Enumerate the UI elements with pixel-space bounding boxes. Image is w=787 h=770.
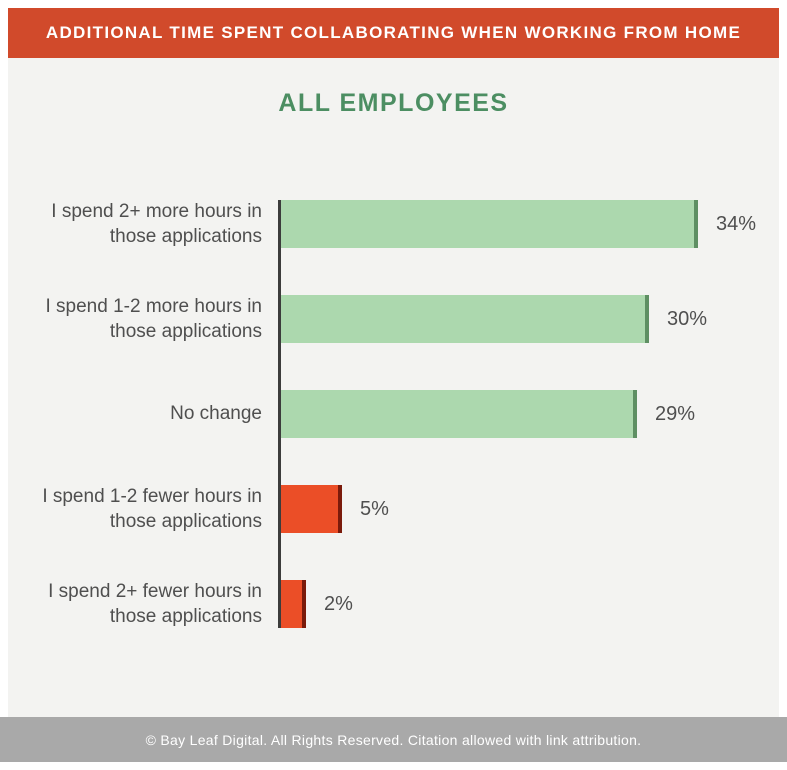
category-label: I spend 2+ fewer hours in those applicat…	[48, 580, 262, 627]
copyright-text: © Bay Leaf Digital. All Rights Reserved.…	[145, 731, 642, 748]
category-label: I spend 2+ more hours in those applicati…	[51, 200, 262, 247]
y-axis-line	[278, 200, 281, 628]
footer: © Bay Leaf Digital. All Rights Reserved.…	[0, 717, 787, 762]
chart-subtitle: ALL EMPLOYEES	[278, 89, 509, 117]
page-title: ADDITIONAL TIME SPENT COLLABORATING WHEN…	[45, 23, 742, 42]
bar	[281, 295, 649, 343]
category-label: No change	[170, 403, 262, 425]
chart-panel: ALL EMPLOYEES I spend 2+ more hours in t…	[8, 58, 779, 717]
value-label: 2%	[324, 592, 353, 615]
header-banner: ADDITIONAL TIME SPENT COLLABORATING WHEN…	[8, 8, 779, 58]
bar-track: 2%	[281, 580, 779, 628]
category-label: I spend 1-2 more hours in those applicat…	[45, 295, 262, 342]
chart-row: No change 29%	[8, 390, 779, 438]
chart-row: I spend 2+ more hours in those applicati…	[8, 200, 779, 248]
bar-chart: I spend 2+ more hours in those applicati…	[8, 200, 779, 628]
category-label: I spend 1-2 fewer hours in those applica…	[42, 485, 262, 532]
chart-row: I spend 1-2 fewer hours in those applica…	[8, 485, 779, 533]
bar-track: 30%	[281, 295, 779, 343]
chart-row: I spend 1-2 more hours in those applicat…	[8, 295, 779, 343]
value-label: 29%	[655, 402, 696, 425]
bar	[281, 580, 306, 628]
value-label: 30%	[667, 307, 708, 330]
value-label: 34%	[716, 212, 757, 235]
bar	[281, 485, 342, 533]
bar-track: 5%	[281, 485, 779, 533]
bar	[281, 200, 698, 248]
bar-track: 34%	[281, 200, 779, 248]
bar	[281, 390, 637, 438]
value-label: 5%	[360, 497, 389, 520]
bar-track: 29%	[281, 390, 779, 438]
chart-row: I spend 2+ fewer hours in those applicat…	[8, 580, 779, 628]
